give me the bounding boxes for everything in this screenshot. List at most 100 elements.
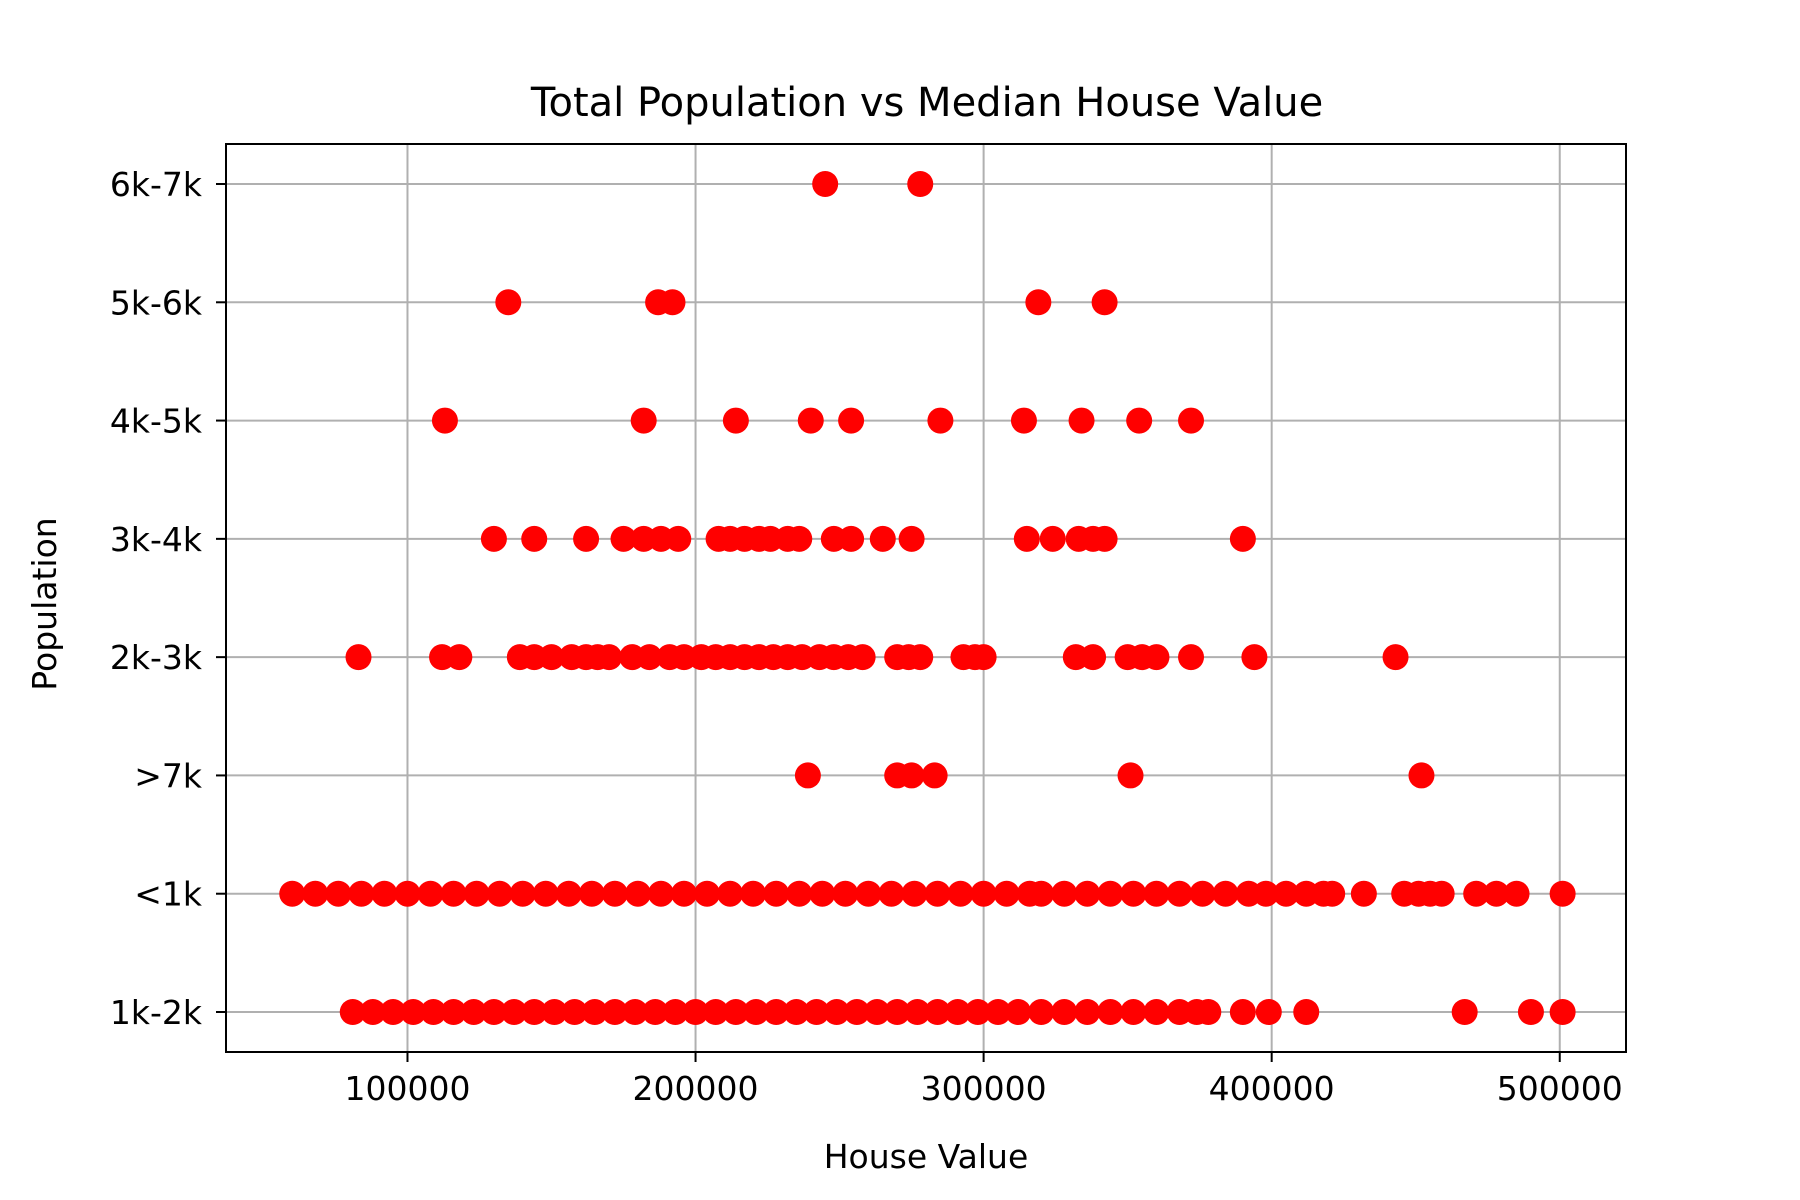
data-point xyxy=(1126,407,1153,434)
data-point xyxy=(420,999,447,1025)
data-point xyxy=(521,999,548,1025)
data-point xyxy=(1143,999,1170,1025)
data-point xyxy=(1229,999,1256,1025)
data-point xyxy=(924,880,951,907)
data-point xyxy=(601,999,628,1025)
data-point xyxy=(722,999,749,1025)
data-point xyxy=(521,525,548,552)
x-axis-label: House Value xyxy=(824,1137,1029,1176)
data-point xyxy=(794,762,821,789)
data-point xyxy=(339,999,366,1025)
data-point xyxy=(1252,880,1279,907)
data-point xyxy=(855,880,882,907)
data-point xyxy=(1483,880,1510,907)
data-point xyxy=(1097,999,1124,1025)
grid-lines xyxy=(226,144,1626,1052)
data-point xyxy=(694,880,721,907)
data-point xyxy=(1028,880,1055,907)
data-point xyxy=(480,525,507,552)
data-point xyxy=(1117,762,1144,789)
data-point xyxy=(1068,407,1095,434)
data-point xyxy=(786,525,813,552)
y-tick-label: 1k-2k xyxy=(110,993,203,1032)
data-point xyxy=(659,289,686,316)
data-point xyxy=(1013,525,1040,552)
y-tick-label: 2k-3k xyxy=(110,638,203,677)
data-point xyxy=(763,880,790,907)
data-point xyxy=(325,880,352,907)
data-point xyxy=(1120,880,1147,907)
x-tick-label: 400000 xyxy=(1209,1069,1335,1108)
data-point xyxy=(345,644,372,671)
data-point xyxy=(596,644,623,671)
axis-ticks: 100000 200000 300000 400000 500000 1k-2k <1k >7… xyxy=(110,165,1623,1108)
data-point xyxy=(1428,880,1455,907)
y-tick-label: 5k-6k xyxy=(110,283,203,322)
data-point xyxy=(1319,880,1346,907)
data-point xyxy=(417,880,444,907)
y-tick-label: >7k xyxy=(134,756,203,795)
data-point xyxy=(561,999,588,1025)
data-point xyxy=(440,999,467,1025)
data-point xyxy=(573,525,600,552)
data-point xyxy=(944,999,971,1025)
data-point xyxy=(440,880,467,907)
data-point xyxy=(501,999,528,1025)
data-point xyxy=(1143,644,1170,671)
y-tick-label: 6k-7k xyxy=(110,165,203,204)
data-point xyxy=(1517,999,1544,1025)
data-point xyxy=(1178,644,1205,671)
data-point xyxy=(740,880,767,907)
data-point xyxy=(1074,999,1101,1025)
data-point xyxy=(809,880,836,907)
data-point xyxy=(578,880,605,907)
data-point xyxy=(884,999,911,1025)
data-point xyxy=(921,762,948,789)
data-point xyxy=(1178,407,1205,434)
data-point xyxy=(509,880,536,907)
data-point xyxy=(803,999,830,1025)
data-point xyxy=(1408,762,1435,789)
data-point xyxy=(985,999,1012,1025)
y-tick-label: <1k xyxy=(134,875,203,914)
data-point xyxy=(431,407,458,434)
data-point xyxy=(743,999,770,1025)
data-point xyxy=(1039,525,1066,552)
data-point xyxy=(665,525,692,552)
data-point xyxy=(1549,999,1576,1025)
data-point xyxy=(622,999,649,1025)
data-point xyxy=(601,880,628,907)
data-point xyxy=(610,525,637,552)
data-point xyxy=(380,999,407,1025)
x-tick-label: 200000 xyxy=(633,1069,759,1108)
data-point xyxy=(838,407,865,434)
data-point xyxy=(1463,880,1490,907)
x-tick-label: 300000 xyxy=(921,1069,1047,1108)
data-point xyxy=(636,644,663,671)
data-point xyxy=(671,880,698,907)
data-point xyxy=(1212,880,1239,907)
chart-title: Total Population vs Median House Value xyxy=(530,80,1323,126)
data-point xyxy=(647,880,674,907)
data-point xyxy=(843,999,870,1025)
data-point xyxy=(463,880,490,907)
data-point xyxy=(838,525,865,552)
data-point xyxy=(1273,880,1300,907)
data-point xyxy=(904,999,931,1025)
data-point xyxy=(486,880,513,907)
data-point xyxy=(1293,999,1320,1025)
data-point xyxy=(555,880,582,907)
data-point xyxy=(359,999,386,1025)
x-tick-label: 100000 xyxy=(344,1069,470,1108)
data-point xyxy=(532,880,559,907)
data-point xyxy=(662,999,689,1025)
data-point xyxy=(1382,644,1409,671)
data-point xyxy=(1350,880,1377,907)
data-point xyxy=(924,999,951,1025)
data-point xyxy=(898,525,925,552)
data-point xyxy=(400,999,427,1025)
data-point xyxy=(702,999,729,1025)
data-point xyxy=(495,289,522,316)
data-point xyxy=(279,880,306,907)
